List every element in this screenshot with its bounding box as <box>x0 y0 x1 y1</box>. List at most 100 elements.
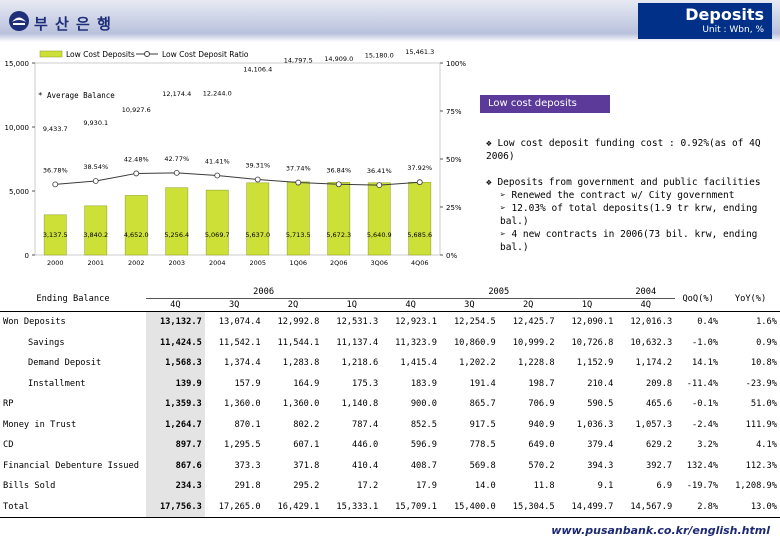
table-cell: 183.9 <box>410 378 437 389</box>
table-corner-label: Ending Balance <box>0 286 146 312</box>
table-cell: 392.7 <box>646 460 673 471</box>
table-cell: 3.2% <box>697 440 719 451</box>
total-label: 14,797.5 <box>284 57 313 65</box>
table-body: Won Deposits 13,132.7 13,074.4 12,992.8 12,5… <box>0 311 780 518</box>
ratio-point <box>254 176 261 183</box>
deposits-chart-area: 0 5,000 10,000 15,000 0% 25% 50% 75% 100% 3,137.5… <box>0 45 780 270</box>
ratio-point <box>335 181 342 188</box>
bar <box>246 182 270 256</box>
footer-url: www.pusanbank.co.kr/english.html <box>551 524 770 537</box>
category-label: 3Q06 <box>370 259 388 267</box>
bar-value-label: 4,652.0 <box>124 231 149 239</box>
table-cell: 1.6% <box>756 317 777 328</box>
table-cell: 10,860.9 <box>453 337 496 348</box>
table-cell: 865.7 <box>469 399 496 410</box>
table-cell: 1,360.0 <box>282 399 320 410</box>
ratio-label: 42.48% <box>124 155 149 163</box>
table-cell: 11,323.9 <box>395 337 437 348</box>
table-cell: 13.0% <box>721 496 780 518</box>
table-cell: 1,140.8 <box>341 399 379 410</box>
table-cell: 1,057.3 <box>635 419 673 430</box>
table-row: Bills Sold 234.3 291.8 295.2 17.2 17.9 14.0 11.… <box>0 476 780 497</box>
ratio-point <box>133 170 140 177</box>
table-cell: 14,499.7 <box>557 496 617 518</box>
bar-value-label: 3,137.5 <box>43 231 68 239</box>
category-label: 4Q06 <box>411 259 429 267</box>
table-cell: 209.8 <box>646 378 673 389</box>
table-cell: 17.9 <box>416 481 437 492</box>
ratio-point <box>376 182 383 188</box>
bar-value-label: 5,672.3 <box>326 231 351 239</box>
legend-swatch-bar <box>39 50 63 58</box>
table-cell: 6.9 <box>656 481 673 492</box>
right-tick-label: 100% <box>446 60 466 68</box>
table-cell: 706.9 <box>528 399 555 410</box>
total-label: 9,433.7 <box>43 125 68 133</box>
table-cell: 1,360.0 <box>223 399 261 410</box>
bank-logo: 부 산 은 행 <box>8 8 158 36</box>
table-cell: 1,228.8 <box>517 358 555 369</box>
table-cell: -11.4% <box>686 378 719 389</box>
legend-label: Low Cost Deposit Ratio <box>162 50 249 59</box>
table-cell: 11,544.1 <box>277 337 320 348</box>
table-cell: 15,709.1 <box>381 496 440 518</box>
ratio-label: 38.54% <box>83 163 108 171</box>
table-cell: 12,254.5 <box>453 317 496 328</box>
table-cell: 940.9 <box>528 419 555 430</box>
year-header: 2005 <box>381 286 617 299</box>
table-cell: 11,424.5 <box>146 332 205 353</box>
table-cell: -19.7% <box>686 481 719 492</box>
ratio-point <box>295 179 302 186</box>
ratio-point <box>416 179 423 186</box>
ratio-point <box>173 169 180 176</box>
table-cell: 175.3 <box>352 378 379 389</box>
category-label: 2004 <box>209 259 226 267</box>
table-cell: 12,531.3 <box>336 317 379 328</box>
table-cell: 1,152.9 <box>576 358 614 369</box>
bank-name: 부 산 은 행 <box>34 15 112 33</box>
table-cell: -23.9% <box>745 378 777 389</box>
table-cell: 373.3 <box>234 460 261 471</box>
table-cell: 1,202.2 <box>459 358 496 369</box>
table-cell: 12,923.1 <box>395 317 437 328</box>
total-label: 12,244.0 <box>203 89 232 97</box>
category-label: 2002 <box>128 259 145 267</box>
bar <box>165 187 189 256</box>
bar <box>286 181 310 256</box>
total-label: 14,909.0 <box>324 55 353 63</box>
bank-emblem-icon <box>9 11 29 31</box>
table-cell: 4.1% <box>756 440 777 451</box>
table-cell: 596.9 <box>410 440 437 451</box>
left-tick-label: 0 <box>25 252 29 260</box>
table-row: Savings 11,424.5 11,542.1 11,544.1 11,137.4 1… <box>0 332 780 353</box>
row-label: Total <box>0 496 146 518</box>
table-cell: 0.9% <box>756 337 777 348</box>
table-cell: 870.1 <box>234 419 261 430</box>
quarter-header: 1Q <box>322 298 382 312</box>
quarter-header: 3Q <box>204 298 264 312</box>
table-cell: 1,283.8 <box>282 358 320 369</box>
ratio-label: 36.41% <box>367 167 392 175</box>
table-cell: 13,132.7 <box>146 311 205 333</box>
total-label: 12,174.4 <box>162 90 191 98</box>
table-cell: 15,333.1 <box>322 496 382 518</box>
bar-value-label: 5,640.9 <box>367 231 392 239</box>
page-title: Deposits <box>685 5 764 24</box>
table-cell: 17,756.3 <box>146 496 205 518</box>
total-label: 14,106.4 <box>243 65 272 73</box>
table-row: RP 1,359.3 1,360.0 1,360.0 1,140.8 900.0 865.7… <box>0 394 780 415</box>
row-label: Won Deposits <box>3 317 66 328</box>
yoy-header: YoY(%) <box>721 286 780 312</box>
row-label: CD <box>3 440 14 451</box>
table-cell: 607.1 <box>293 440 320 451</box>
year-header: 2006 <box>146 286 382 299</box>
quarter-header: 4Q <box>616 298 676 312</box>
bar-value-label: 5,685.6 <box>407 231 432 239</box>
table-cell: 198.7 <box>528 378 555 389</box>
ratio-label: 37.74% <box>286 165 311 173</box>
table-cell: 778.5 <box>469 440 496 451</box>
table-row: Won Deposits 13,132.7 13,074.4 12,992.8 12,5… <box>0 311 780 333</box>
total-label: 10,927.6 <box>122 106 151 114</box>
table-cell: 14,567.9 <box>616 496 676 518</box>
table-cell: 371.8 <box>293 460 320 471</box>
